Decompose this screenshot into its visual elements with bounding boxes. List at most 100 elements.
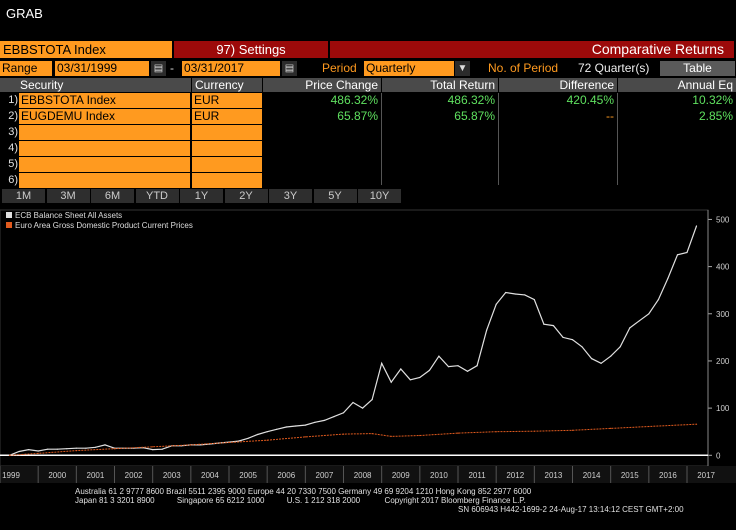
currency-input[interactable] [192,157,262,172]
data-point [342,412,345,414]
footer-contacts-line2: Japan 81 3 3201 8900 Singapore 65 6212 1… [75,496,526,505]
data-point [495,431,497,433]
x-tick-label: 2015 [621,471,639,480]
data-point [304,424,306,426]
period-button-3m[interactable]: 3M [46,189,90,203]
period-button-10y[interactable]: 10Y [358,189,401,203]
x-tick-label: 2008 [354,471,372,480]
header-security: Security [0,78,191,92]
security-input[interactable] [19,125,190,140]
security-input[interactable]: EUGDEMU Index [19,109,190,124]
data-point [533,430,535,432]
legend-label: ECB Balance Sheet All Assets [15,211,122,220]
y-tick-label: 300 [716,310,730,319]
period-button-5y[interactable]: 5Y [313,189,357,203]
data-point [457,432,459,434]
end-calendar-icon[interactable]: ▤ [282,61,297,76]
period-button-3y[interactable]: 3Y [269,189,312,203]
annual-eq-value: 10.32% [692,93,733,107]
period-button-1m[interactable]: 1M [2,189,45,203]
range-dash: - [170,61,174,75]
settings-button[interactable]: 97) Settings [174,41,328,58]
x-tick-label: 2011 [468,471,486,480]
price-change-value: 65.87% [337,109,378,123]
data-point [457,365,459,367]
data-point [371,399,373,401]
security-input[interactable] [19,173,190,188]
period-select[interactable]: Quarterly [364,61,454,76]
no-of-period-value: 72 Quarter(s) [578,61,650,75]
x-tick-label: 2014 [583,471,601,480]
row-number: 2) [8,110,18,122]
data-point [37,450,39,452]
data-point [505,291,507,294]
data-point [648,425,650,428]
period-button-2y[interactable]: 2Y [224,189,268,203]
header-total-return: Total Return [382,78,498,92]
data-point [638,320,640,322]
x-tick-label: 2007 [316,471,334,480]
currency-input[interactable] [192,141,262,156]
security-input[interactable] [19,157,190,172]
data-point [161,448,163,450]
period-dropdown-icon[interactable]: ▼ [455,61,470,76]
data-point [37,452,39,454]
table-button[interactable]: Table [660,61,735,76]
security-input[interactable]: EBBSTOTA Index [19,93,190,108]
x-axis-band [0,466,736,483]
x-tick-label: 2002 [125,471,143,480]
currency-input[interactable] [192,173,262,188]
difference-value: -- [606,109,614,123]
data-point [495,303,497,305]
y-tick-label: 500 [716,215,730,224]
x-tick-label: 2012 [506,471,524,480]
data-point [571,429,574,431]
currency-input[interactable]: EUR [192,93,262,108]
x-tick-label: 1999 [2,471,20,480]
total-return-value: 486.32% [447,93,495,107]
data-point [447,366,450,368]
legend-label: Euro Area Gross Domestic Product Current… [15,221,193,230]
period-button-6m[interactable]: 6M [91,189,134,203]
data-point [695,423,698,425]
data-point [295,425,297,427]
data-point [237,440,240,442]
data-point [610,427,612,429]
data-point [419,434,421,437]
currency-input[interactable]: EUR [192,109,262,124]
data-point [18,450,20,453]
end-date-input[interactable]: 03/31/2017 [182,61,280,76]
data-point [342,433,345,435]
row-number: 5) [8,158,18,170]
data-point [581,346,583,348]
data-point [47,448,49,450]
start-date-input[interactable]: 03/31/1999 [55,61,149,76]
start-calendar-icon[interactable]: ▤ [151,61,166,76]
y-tick-label: 0 [716,451,721,460]
period-button-ytd[interactable]: YTD [135,189,179,203]
function-title: Comparative Returns [330,41,734,58]
ticker-field[interactable]: EBBSTOTA Index [0,41,172,58]
data-point [524,294,526,296]
data-point [400,368,402,370]
data-point [266,431,268,433]
row-number: 1) [8,94,18,106]
data-point [276,428,278,430]
data-point [428,369,430,371]
header-annual-eq: Annual Eq [618,78,736,92]
annual-eq-value: 2.85% [698,109,733,123]
x-tick-label: 2000 [48,471,66,480]
data-point [686,251,688,254]
data-point [314,421,316,423]
data-point [352,401,354,404]
x-tick-label: 2005 [239,471,257,480]
x-tick-label: 2017 [697,471,715,480]
security-input[interactable] [19,141,190,156]
data-point [476,365,478,367]
currency-input[interactable] [192,125,262,140]
price-change-value: 486.32% [330,93,378,107]
period-button-1y[interactable]: 1Y [180,189,223,203]
data-point [381,362,383,364]
data-point [56,448,58,450]
data-point [323,419,325,421]
